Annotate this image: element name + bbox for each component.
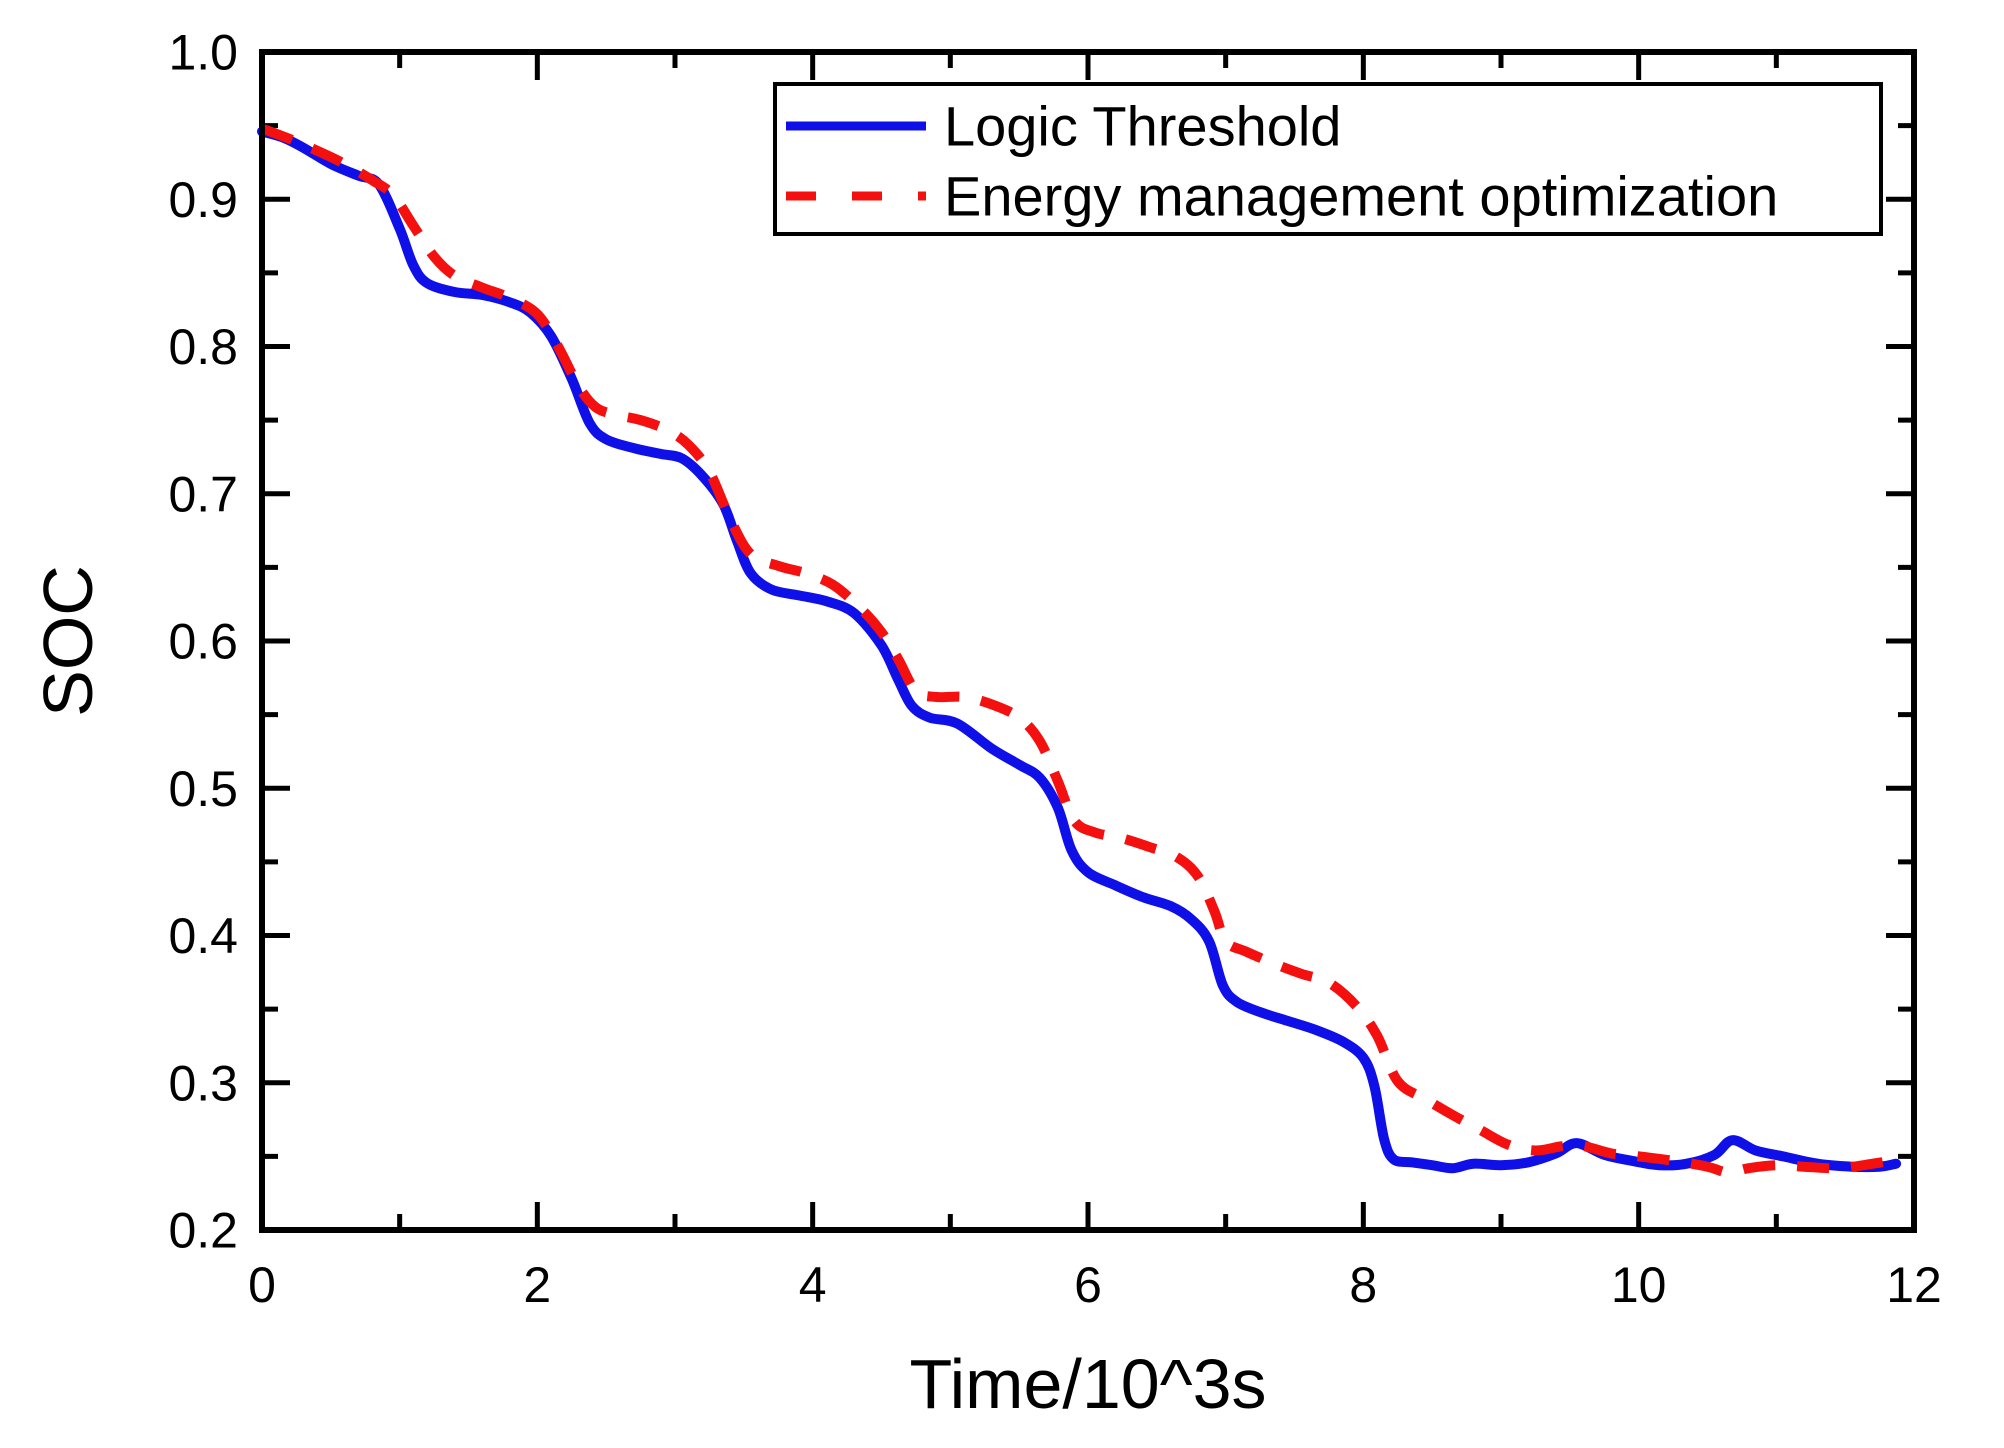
x-tick-label: 12 [1886, 1257, 1942, 1313]
legend-label-logic-threshold: Logic Threshold [944, 95, 1341, 158]
legend-box [773, 82, 1883, 236]
y-tick-label: 1.0 [168, 25, 238, 81]
legend-label-energy-management: Energy management optimization [944, 165, 1778, 228]
x-tick-label: 10 [1611, 1257, 1667, 1313]
y-tick-label: 0.7 [168, 466, 238, 522]
data-series [257, 123, 1902, 1178]
series-logic-threshold [257, 126, 1902, 1174]
y-tick-label: 0.4 [168, 908, 238, 964]
tick-labels: 0 2 4 6 8 10 12 0.2 0.3 0.4 0.5 0.6 0.7 0.8 0.9 1.0 [168, 25, 1941, 1314]
y-tick-label: 0.6 [168, 614, 238, 670]
y-tick-label: 0.5 [168, 761, 238, 817]
y-tick-label: 0.2 [168, 1203, 238, 1259]
y-tick-label: 0.9 [168, 172, 238, 228]
y-tick-label: 0.8 [168, 319, 238, 375]
x-tick-label: 8 [1349, 1257, 1377, 1313]
legend: Logic Threshold Energy management optimi… [773, 82, 1883, 236]
x-tick-label: 4 [799, 1257, 827, 1313]
series-energy-management-optimization [260, 123, 1902, 1178]
x-axis-title: Time/10^3s [909, 1345, 1266, 1423]
x-tick-label: 6 [1074, 1257, 1102, 1313]
x-tick-label: 0 [248, 1257, 276, 1313]
plot-frame [259, 49, 1917, 1233]
x-tick-label: 2 [523, 1257, 551, 1313]
y-axis-title: SOC [29, 565, 107, 717]
y-tick-label: 0.3 [168, 1055, 238, 1111]
